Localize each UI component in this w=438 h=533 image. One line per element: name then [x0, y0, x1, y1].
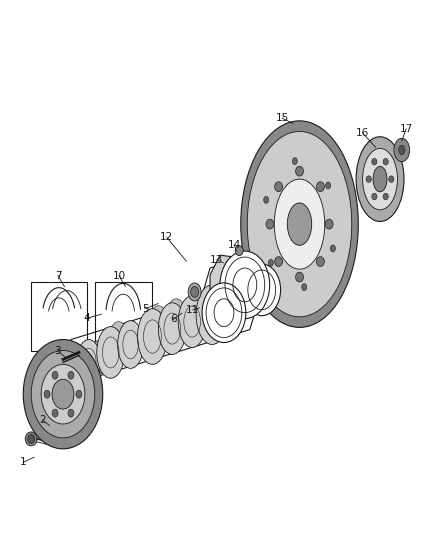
Ellipse shape: [94, 346, 106, 368]
Ellipse shape: [366, 176, 371, 182]
Text: 7: 7: [55, 271, 61, 280]
Bar: [31, 282, 87, 351]
Ellipse shape: [109, 321, 129, 358]
Ellipse shape: [196, 307, 208, 329]
Ellipse shape: [394, 139, 410, 161]
Ellipse shape: [356, 137, 404, 222]
Ellipse shape: [52, 379, 74, 409]
Bar: [95, 282, 152, 351]
Text: 16: 16: [356, 128, 369, 138]
Ellipse shape: [317, 182, 325, 191]
Ellipse shape: [97, 327, 124, 378]
Ellipse shape: [275, 182, 283, 191]
Ellipse shape: [326, 182, 331, 189]
Ellipse shape: [266, 219, 274, 229]
Ellipse shape: [383, 193, 389, 200]
Ellipse shape: [235, 246, 243, 256]
Text: 14: 14: [228, 240, 241, 251]
Ellipse shape: [363, 148, 397, 210]
Ellipse shape: [317, 257, 325, 266]
Ellipse shape: [188, 283, 201, 301]
Ellipse shape: [115, 337, 127, 359]
Ellipse shape: [52, 409, 58, 417]
Text: 11: 11: [186, 305, 200, 315]
Ellipse shape: [31, 351, 95, 438]
Ellipse shape: [372, 158, 377, 165]
Ellipse shape: [166, 299, 186, 335]
Ellipse shape: [389, 176, 394, 182]
Ellipse shape: [268, 260, 273, 266]
Ellipse shape: [243, 264, 281, 316]
Text: 13: 13: [210, 255, 223, 264]
Ellipse shape: [91, 341, 110, 374]
Text: 6: 6: [170, 314, 177, 325]
Ellipse shape: [296, 272, 304, 282]
Text: 3: 3: [55, 346, 61, 356]
Ellipse shape: [176, 314, 188, 336]
Ellipse shape: [247, 132, 352, 317]
Ellipse shape: [44, 390, 50, 398]
Ellipse shape: [178, 296, 206, 348]
Ellipse shape: [330, 245, 336, 252]
Ellipse shape: [196, 285, 228, 344]
Text: 1: 1: [20, 457, 26, 467]
Ellipse shape: [77, 340, 101, 383]
Ellipse shape: [148, 306, 168, 342]
Text: 4: 4: [83, 313, 89, 324]
Ellipse shape: [191, 286, 198, 297]
Ellipse shape: [264, 196, 268, 203]
Ellipse shape: [373, 166, 387, 192]
Ellipse shape: [241, 121, 358, 327]
Ellipse shape: [372, 193, 377, 200]
Text: 5: 5: [142, 304, 148, 314]
Ellipse shape: [68, 372, 74, 379]
Ellipse shape: [28, 434, 35, 443]
Ellipse shape: [135, 329, 148, 351]
Ellipse shape: [159, 303, 186, 354]
Text: 12: 12: [160, 232, 173, 243]
Ellipse shape: [292, 158, 297, 165]
Ellipse shape: [287, 203, 312, 245]
Text: 10: 10: [112, 271, 125, 280]
Ellipse shape: [138, 309, 167, 365]
Ellipse shape: [325, 219, 333, 229]
Ellipse shape: [156, 321, 168, 343]
Ellipse shape: [399, 146, 405, 155]
Ellipse shape: [220, 251, 270, 319]
Text: 2: 2: [39, 415, 46, 425]
Ellipse shape: [52, 372, 58, 379]
Text: 17: 17: [399, 124, 413, 134]
Ellipse shape: [118, 321, 144, 368]
Ellipse shape: [383, 158, 389, 165]
Ellipse shape: [275, 257, 283, 266]
Polygon shape: [210, 255, 255, 314]
Ellipse shape: [302, 284, 307, 290]
Text: 15: 15: [276, 113, 289, 123]
Ellipse shape: [274, 179, 325, 269]
Ellipse shape: [23, 340, 103, 449]
Ellipse shape: [296, 166, 304, 176]
Ellipse shape: [68, 409, 74, 417]
Ellipse shape: [202, 283, 246, 343]
Ellipse shape: [25, 432, 37, 446]
Ellipse shape: [76, 390, 82, 398]
Ellipse shape: [41, 365, 85, 424]
